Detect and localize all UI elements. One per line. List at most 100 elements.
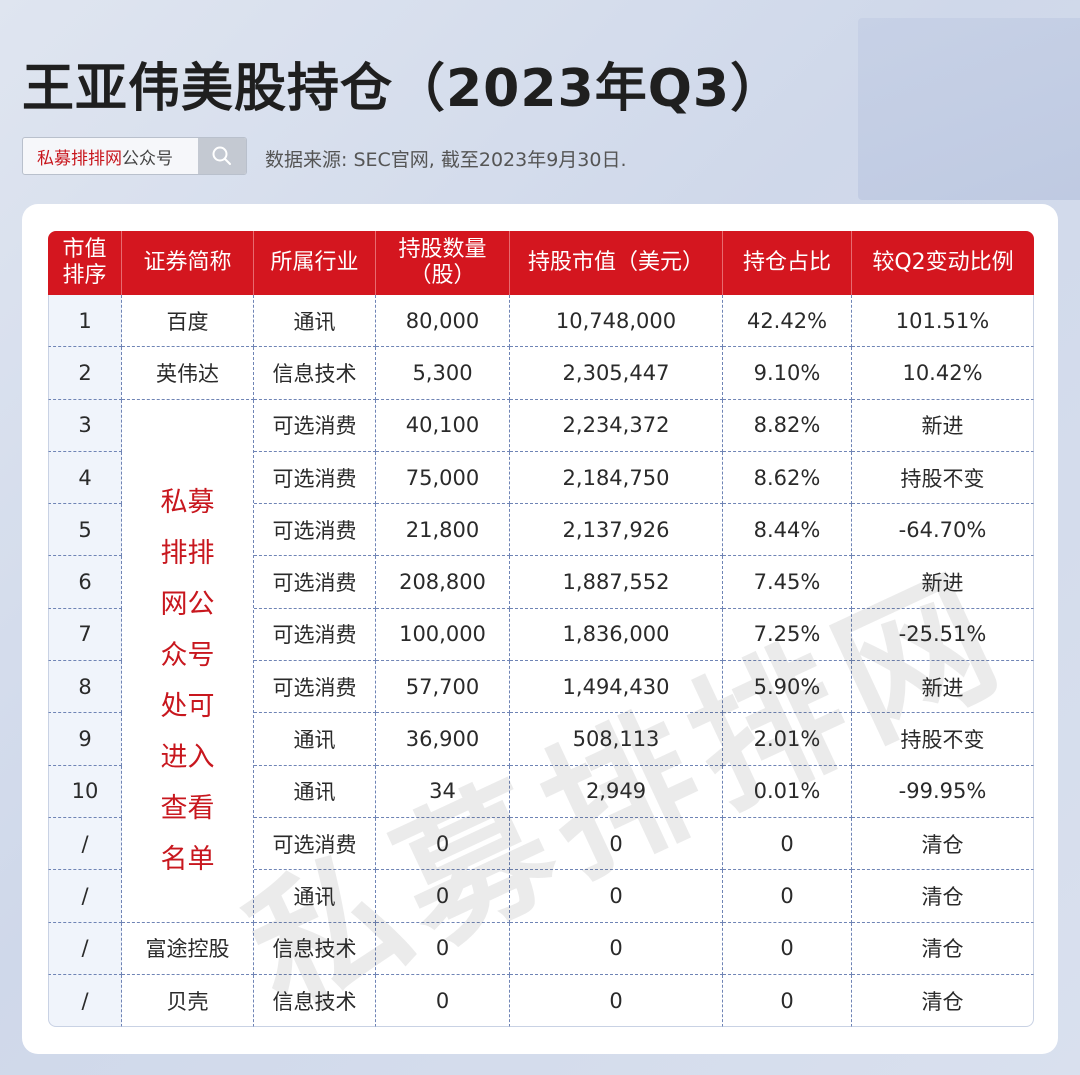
- table-cell: 可选消费: [254, 399, 376, 452]
- table-cell: 0: [723, 922, 852, 975]
- table-cell: 2.01%: [723, 713, 852, 766]
- table-row: 7 可选消费 100,000 1,836,000 7.25% -25.51%: [48, 608, 1034, 662]
- table-cell: 2,305,447: [510, 347, 723, 400]
- note-line: 进入: [160, 741, 215, 773]
- table-cell: /: [48, 922, 122, 975]
- table-cell: 通讯: [254, 295, 376, 348]
- note-line: 私募: [160, 486, 215, 518]
- table-cell: 持股不变: [852, 451, 1034, 505]
- table-cell: 2,949: [510, 765, 723, 818]
- table-cell: 1,836,000: [510, 608, 723, 662]
- table-cell: 9.10%: [723, 347, 852, 400]
- note-line: 排排: [160, 537, 215, 569]
- search-box[interactable]: 私募排排网 公众号: [22, 137, 247, 175]
- table-row: 5 可选消费 21,800 2,137,926 8.44% -64.70%: [48, 504, 1034, 557]
- table-cell: 0: [723, 817, 852, 871]
- table-cell: 7: [48, 608, 122, 662]
- search-icon: [212, 146, 231, 165]
- table-cell: 10.42%: [852, 347, 1034, 400]
- table-cell: 4: [48, 451, 122, 505]
- table-cell: 通讯: [254, 713, 376, 766]
- column-header: 持股数量 （股）: [376, 231, 510, 295]
- table-cell: 可选消费: [254, 451, 376, 505]
- table-cell: 40,100: [376, 399, 510, 452]
- table-cell: 21,800: [376, 504, 510, 557]
- note-line: 查看: [160, 792, 215, 824]
- table-cell: 可选消费: [254, 608, 376, 662]
- search-button[interactable]: [198, 138, 246, 174]
- table-cell: 508,113: [510, 713, 723, 766]
- table-cell: 新进: [852, 661, 1034, 714]
- table-cell: 清仓: [852, 974, 1034, 1028]
- table-cell: 信息技术: [254, 974, 376, 1028]
- table-cell: 6: [48, 556, 122, 609]
- table-cell: 0: [510, 974, 723, 1028]
- table-cell: 8.82%: [723, 399, 852, 452]
- table-cell: /: [48, 870, 122, 923]
- table-cell: 新进: [852, 556, 1034, 609]
- table-cell: 3: [48, 399, 122, 452]
- table-cell: 34: [376, 765, 510, 818]
- search-suffix: 公众号: [122, 148, 173, 169]
- table-cell: 英伟达: [122, 347, 254, 400]
- table-cell: 清仓: [852, 870, 1034, 923]
- table-row: 9 通讯 36,900 508,113 2.01% 持股不变: [48, 713, 1034, 766]
- table-card: 市值 排序 证券简称 所属行业 持股数量 （股） 持股市值（美元） 持仓占比 较Q2变动比例 1…: [22, 204, 1058, 1054]
- table-row: / 可选消费 0 0 0 清仓: [48, 817, 1034, 871]
- table-cell: 1,887,552: [510, 556, 723, 609]
- table-cell: 持股不变: [852, 713, 1034, 766]
- table-cell: 0: [723, 870, 852, 923]
- column-header: 所属行业: [254, 231, 376, 295]
- table-cell: 75,000: [376, 451, 510, 505]
- table-cell: 0: [376, 922, 510, 975]
- table-cell: 0: [376, 974, 510, 1028]
- table-row: / 贝壳 信息技术 0 0 0 清仓: [48, 974, 1034, 1028]
- table-cell: 清仓: [852, 817, 1034, 871]
- table-cell: -99.95%: [852, 765, 1034, 818]
- table-cell: 新进: [852, 399, 1034, 452]
- table-cell: 101.51%: [852, 295, 1034, 348]
- note-line: 网公: [160, 588, 215, 620]
- decor-panel: [858, 18, 1080, 200]
- table-cell: 100,000: [376, 608, 510, 662]
- table-row: 10 通讯 34 2,949 0.01% -99.95%: [48, 765, 1034, 818]
- table-cell: 信息技术: [254, 922, 376, 975]
- table-row: 3 私募 排排 网公 众号 处可 进入 查看 名单 可选消费 40,100 2,234,372 8.82…: [48, 399, 1034, 923]
- table-cell: 7.25%: [723, 608, 852, 662]
- table-cell: 贝壳: [122, 974, 254, 1028]
- table-cell: 10,748,000: [510, 295, 723, 348]
- table-cell: 1,494,430: [510, 661, 723, 714]
- table-row: 4 可选消费 75,000 2,184,750 8.62% 持股不变: [48, 451, 1034, 505]
- table-cell: 信息技术: [254, 347, 376, 400]
- table-cell: 8: [48, 661, 122, 714]
- table-cell: 通讯: [254, 870, 376, 923]
- table-cell: 8.44%: [723, 504, 852, 557]
- column-header: 证券简称: [122, 231, 254, 295]
- table-cell: 10: [48, 765, 122, 818]
- note-line: 名单: [160, 843, 215, 875]
- table-cell: 清仓: [852, 922, 1034, 975]
- table-cell: 5,300: [376, 347, 510, 400]
- table-cell: 0: [510, 922, 723, 975]
- table-cell: 5: [48, 504, 122, 557]
- table-cell: 可选消费: [254, 817, 376, 871]
- data-source: 数据来源: SEC官网, 截至2023年9月30日.: [265, 149, 627, 171]
- table-cell: 36,900: [376, 713, 510, 766]
- table-cell: 7.45%: [723, 556, 852, 609]
- table-cell: 0: [376, 870, 510, 923]
- table-body: 1 百度 通讯 80,000 10,748,000 42.42% 101.51% 2 英伟达 信息…: [48, 295, 1034, 1028]
- table-cell: 通讯: [254, 765, 376, 818]
- note-line: 处可: [160, 690, 215, 722]
- table-header-row: 市值 排序 证券简称 所属行业 持股数量 （股） 持股市值（美元） 持仓占比 较Q2变动比例: [48, 231, 1034, 295]
- table-cell: 57,700: [376, 661, 510, 714]
- table-cell: 1: [48, 295, 122, 348]
- table-cell: 42.42%: [723, 295, 852, 348]
- table-cell: /: [48, 817, 122, 871]
- table-cell: 可选消费: [254, 504, 376, 557]
- table-cell: -64.70%: [852, 504, 1034, 557]
- table-cell: /: [48, 974, 122, 1028]
- note-line: 众号: [160, 639, 215, 671]
- table-cell: 0: [510, 817, 723, 871]
- table-cell: -25.51%: [852, 608, 1034, 662]
- table-cell: 9: [48, 713, 122, 766]
